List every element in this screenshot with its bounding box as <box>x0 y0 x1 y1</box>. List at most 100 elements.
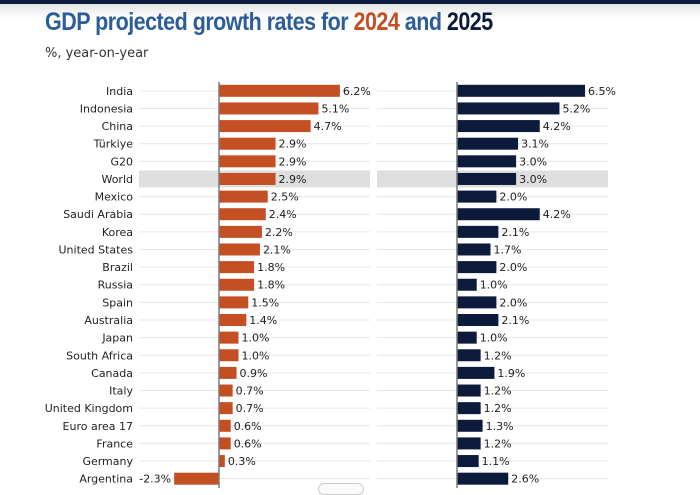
data-label-2025: 2.0% <box>499 191 527 204</box>
category-label: United States <box>59 243 134 256</box>
data-label-2024: 1.8% <box>257 261 285 274</box>
bar-2025 <box>457 296 497 309</box>
bar-2024 <box>219 120 311 133</box>
data-label-2025: 1.2% <box>484 402 512 415</box>
bar-2024 <box>219 243 260 256</box>
data-label-2024: 2.5% <box>271 191 299 204</box>
data-label-2024: 0.9% <box>240 367 268 380</box>
category-label: World <box>101 173 133 186</box>
data-label-2024: 0.6% <box>234 437 262 450</box>
chart-title: GDP projected growth rates for 2024 and … <box>45 8 493 37</box>
data-label-2025: 3.0% <box>519 173 547 186</box>
bar-2024 <box>219 155 276 168</box>
data-label-2025: 2.1% <box>501 226 529 239</box>
data-label-2025: 1.9% <box>497 367 525 380</box>
bar-2024 <box>219 261 255 274</box>
data-label-2024: 1.0% <box>242 349 270 362</box>
category-label: India <box>106 85 133 98</box>
category-label: Türkiye <box>93 138 134 151</box>
category-label: Germany <box>82 455 133 468</box>
bar-2025 <box>457 331 477 344</box>
data-label-2025: 1.0% <box>480 279 508 292</box>
category-label: China <box>102 120 133 133</box>
bar-2024 <box>219 208 266 221</box>
category-label: Canada <box>91 367 133 380</box>
category-label: Italy <box>109 385 133 398</box>
bar-2025 <box>457 190 497 203</box>
data-label-2025: 3.0% <box>519 155 547 168</box>
data-label-2025: 2.1% <box>501 314 529 327</box>
data-label-2024: 0.7% <box>236 402 264 415</box>
data-label-2024: 2.9% <box>279 155 307 168</box>
data-label-2024: 1.8% <box>257 279 285 292</box>
category-label: Korea <box>102 226 133 239</box>
title-year-2025: 2025 <box>446 8 493 36</box>
data-label-2024: 2.4% <box>269 208 297 221</box>
bar-2025 <box>457 137 519 150</box>
data-label-2024: 0.7% <box>236 385 264 398</box>
bar-2024 <box>219 437 231 450</box>
category-label: Brazil <box>102 261 133 274</box>
bar-2024 <box>219 331 239 344</box>
bar-2025 <box>457 419 483 432</box>
bar-2025 <box>457 243 491 256</box>
bar-2025 <box>457 261 497 274</box>
bar-2025 <box>457 366 495 379</box>
bar-2024 <box>219 402 233 415</box>
bar-2024 <box>219 172 276 185</box>
data-label-2024: 6.2% <box>343 85 371 98</box>
data-label-2024: 2.9% <box>279 173 307 186</box>
data-label-2025: 1.7% <box>493 243 521 256</box>
category-label: United Kingdom <box>45 402 133 415</box>
data-label-2024: 5.1% <box>321 102 349 115</box>
chart-subtitle: %, year-on-year <box>45 46 149 61</box>
category-label: Indonesia <box>80 102 133 115</box>
top-shade <box>0 4 700 18</box>
bar-2025 <box>457 472 509 485</box>
bar-2025 <box>457 384 481 397</box>
data-label-2025: 4.2% <box>543 208 571 221</box>
data-label-2025: 1.3% <box>486 420 514 433</box>
bar-2025 <box>457 455 479 468</box>
scroll-handle[interactable] <box>318 483 364 495</box>
data-label-2025: 5.2% <box>562 102 590 115</box>
data-label-2025: 1.1% <box>482 455 510 468</box>
bar-2025 <box>457 120 540 133</box>
data-label-2024: 0.6% <box>234 420 262 433</box>
bar-2025 <box>457 102 560 115</box>
bar-2024 <box>219 455 225 468</box>
data-label-2025: 1.2% <box>484 385 512 398</box>
category-label: France <box>96 437 133 450</box>
category-label: Australia <box>84 314 133 327</box>
data-label-2025: 1.0% <box>480 332 508 345</box>
bar-2025 <box>457 278 477 291</box>
data-label-2024: 2.1% <box>263 243 291 256</box>
category-label: Russia <box>98 279 133 292</box>
data-label-2024: 1.4% <box>249 314 277 327</box>
data-label-2024: 0.3% <box>228 455 256 468</box>
bar-2025 <box>457 208 540 221</box>
top-bar <box>0 0 700 4</box>
category-label: Mexico <box>95 191 134 204</box>
bar-2025 <box>457 402 481 415</box>
bar-2024 <box>219 102 319 115</box>
data-label-2025: 2.0% <box>499 296 527 309</box>
bar-2025 <box>457 225 499 238</box>
data-label-2024: 2.9% <box>279 138 307 151</box>
data-label-2025: 3.1% <box>521 138 549 151</box>
bar-2025 <box>457 84 586 97</box>
bar-2025 <box>457 155 517 168</box>
data-label-2025: 2.6% <box>511 473 539 486</box>
bar-2024 <box>219 278 255 291</box>
data-label-2024: -2.3% <box>139 473 171 486</box>
bar-2025 <box>457 349 481 362</box>
title-year-2024: 2024 <box>353 8 400 36</box>
bar-2024 <box>219 190 268 203</box>
category-label: Japan <box>101 332 133 345</box>
data-label-2024: 2.2% <box>265 226 293 239</box>
bar-2024 <box>219 366 237 379</box>
bar-2024 <box>219 349 239 362</box>
bar-2024 <box>174 472 219 485</box>
bar-2024 <box>219 419 231 432</box>
